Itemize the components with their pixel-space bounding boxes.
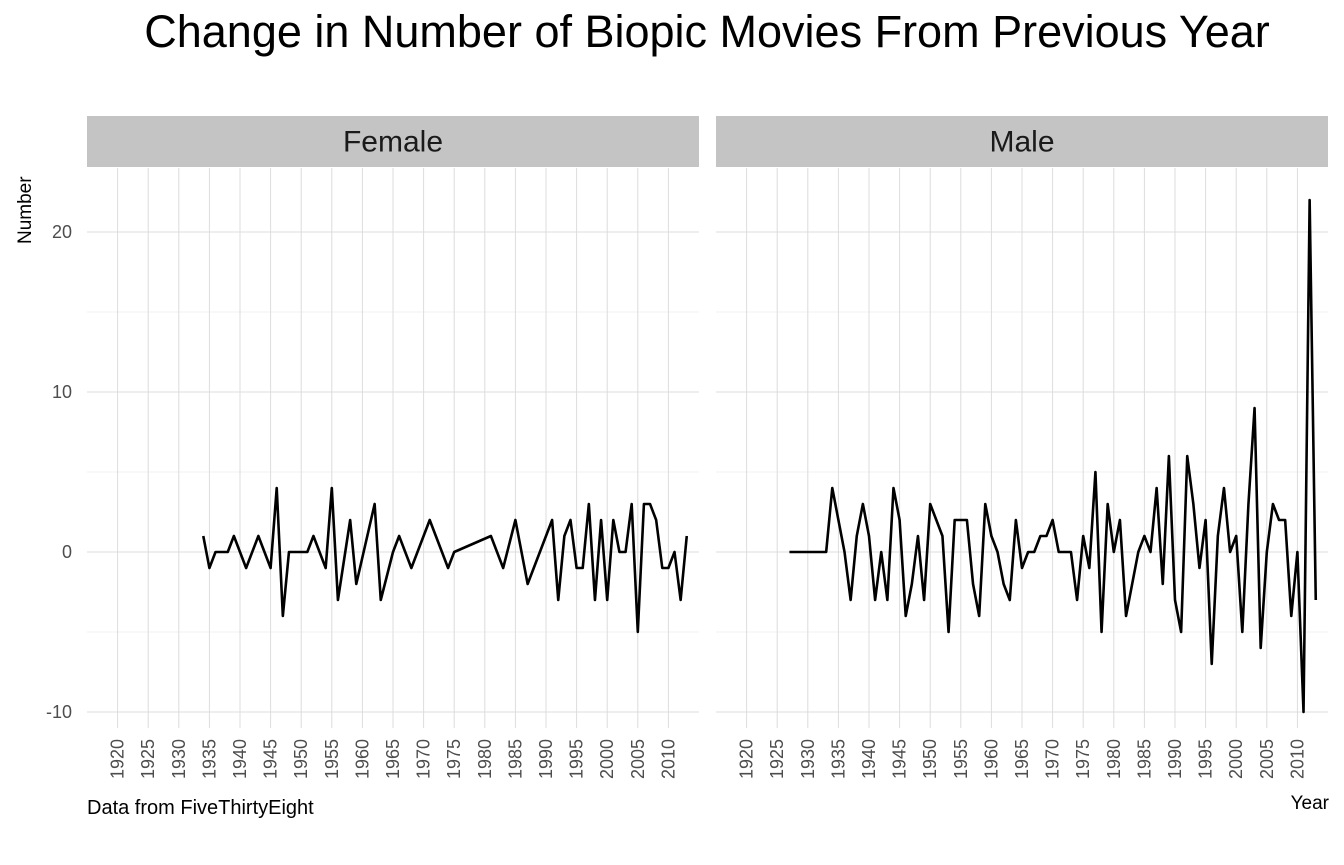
x-tick-label: 2010 bbox=[1287, 739, 1307, 779]
x-tick-label: 1925 bbox=[767, 739, 787, 779]
panels-layer: Female 1920 1925 1930 1935 1940 1945 1950 1955 19… bbox=[87, 116, 1328, 779]
y-axis-title: Number bbox=[15, 176, 36, 244]
x-tick-label: 1935 bbox=[828, 739, 848, 779]
facet-panel-female: Female 1920 1925 1930 1935 1940 1945 1950 1955 19… bbox=[87, 116, 699, 779]
x-tick-label: 2000 bbox=[597, 739, 617, 779]
x-tick-label: 1975 bbox=[1073, 739, 1093, 779]
x-tick-label: 1990 bbox=[1165, 739, 1185, 779]
y-tick-label: 0 bbox=[62, 542, 72, 562]
x-tick-label: 1985 bbox=[1134, 739, 1154, 779]
x-axis-title: Year bbox=[1291, 793, 1330, 814]
x-tick-label: 1985 bbox=[505, 739, 525, 779]
x-tick-label: 1995 bbox=[1196, 739, 1216, 779]
x-tick-label: 1965 bbox=[1012, 739, 1032, 779]
series-line-female bbox=[202, 486, 689, 634]
x-tick-label: 1940 bbox=[230, 739, 250, 779]
x-tick-label: 1950 bbox=[291, 739, 311, 779]
x-tick-label: 1950 bbox=[920, 739, 940, 779]
x-tick-label: 1940 bbox=[859, 739, 879, 779]
x-tick-label: 1955 bbox=[322, 739, 342, 779]
x-tick-label: 1980 bbox=[1104, 739, 1124, 779]
facet-strip-label: Female bbox=[343, 126, 443, 159]
y-axis: -10 0 10 20 bbox=[46, 222, 72, 722]
x-tick-label: 1930 bbox=[798, 739, 818, 779]
x-tick-label: 1945 bbox=[890, 739, 910, 779]
facet-strip bbox=[716, 116, 1328, 167]
chart-title: Change in Number of Biopic Movies From P… bbox=[144, 6, 1270, 57]
x-tick-label: 1935 bbox=[199, 739, 219, 779]
x-tick-label: 2005 bbox=[628, 739, 648, 779]
facet-strip-label: Male bbox=[989, 126, 1054, 159]
x-tick-label: 2010 bbox=[658, 739, 678, 779]
series-line-male bbox=[789, 198, 1318, 714]
x-tick-label: 1975 bbox=[444, 739, 464, 779]
x-tick-label: 1945 bbox=[261, 739, 281, 779]
x-tick-label: 1925 bbox=[138, 739, 158, 779]
facet-panel-male: Male 1920 1925 1930 1935 1940 1945 1950 1955 1960… bbox=[716, 116, 1328, 779]
x-tick-label: 1960 bbox=[352, 739, 372, 779]
x-tick-label: 1920 bbox=[108, 739, 128, 779]
x-tick-label: 2005 bbox=[1257, 739, 1277, 779]
x-tick-label: 1980 bbox=[475, 739, 495, 779]
x-tick-label: 2000 bbox=[1226, 739, 1246, 779]
y-tick-label: 10 bbox=[52, 382, 72, 402]
facet-strip bbox=[87, 116, 699, 167]
x-tick-label: 1920 bbox=[737, 739, 757, 779]
x-tick-label: 1970 bbox=[1043, 739, 1063, 779]
x-tick-label: 1970 bbox=[414, 739, 434, 779]
x-tick-label: 1930 bbox=[169, 739, 189, 779]
x-tick-label: 1995 bbox=[567, 739, 587, 779]
chart-caption: Data from FiveThirtyEight bbox=[87, 797, 314, 819]
x-tick-label: 1965 bbox=[383, 739, 403, 779]
x-tick-label: 1990 bbox=[536, 739, 556, 779]
x-tick-label: 1955 bbox=[951, 739, 971, 779]
y-tick-label: 20 bbox=[52, 222, 72, 242]
x-tick-label: 1960 bbox=[981, 739, 1001, 779]
y-tick-label: -10 bbox=[46, 702, 72, 722]
